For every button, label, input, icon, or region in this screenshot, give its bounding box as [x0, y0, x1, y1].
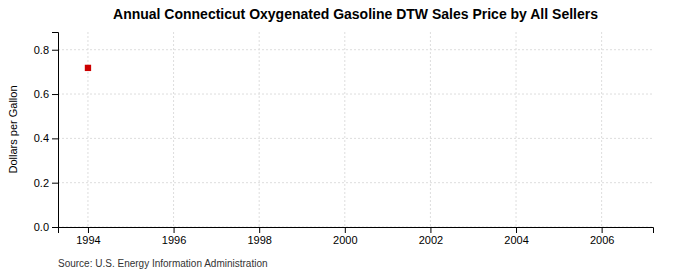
grid-line — [516, 32, 517, 227]
axis-line — [52, 33, 59, 228]
tick-label: 1994 — [76, 234, 100, 246]
grid — [58, 32, 653, 227]
tick: 1998 — [247, 227, 271, 246]
tick-label: 2004 — [504, 234, 528, 246]
tick: 0.8 — [34, 44, 58, 56]
marks — [85, 65, 91, 71]
tick: 1994 — [76, 227, 100, 246]
tick: 2004 — [504, 227, 528, 246]
y-axis: 0.0 0.2 0.4 0.6 0.8 — [34, 33, 59, 234]
tick: 0.4 — [34, 132, 58, 144]
x-axis: 1994 1996 1998 2000 2002 2004 2006 — [59, 227, 654, 246]
tick-label: 0.8 — [34, 44, 49, 56]
source: Source: U.S. Energy Information Administ… — [58, 258, 268, 269]
tick: 0.2 — [34, 177, 58, 189]
tick-mark — [52, 50, 58, 51]
tick-label: 1996 — [162, 234, 186, 246]
tick-mark — [88, 227, 89, 233]
tick-mark — [259, 227, 260, 233]
title: Annual Connecticut Oxygenated Gasoline D… — [113, 6, 598, 22]
tick-label: 1998 — [247, 234, 271, 246]
tick: 2000 — [333, 227, 357, 246]
tick-label: 0.2 — [34, 177, 49, 189]
grid-line — [58, 49, 653, 50]
tick-mark — [345, 227, 346, 233]
tick-label: 2002 — [419, 234, 443, 246]
tick: 1996 — [162, 227, 186, 246]
tick-mark — [52, 94, 58, 95]
grid-line — [173, 32, 174, 227]
tick-mark — [52, 183, 58, 184]
tick-label: 0.6 — [34, 88, 49, 100]
tick: 2002 — [419, 227, 443, 246]
plot-area: 1994 1996 1998 2000 2002 2004 2006 0.0 0.2 0.4 0.6… — [34, 32, 654, 246]
grid-line — [58, 182, 653, 183]
point — [85, 65, 91, 71]
tick: 2006 — [590, 227, 614, 246]
axis-line — [59, 228, 654, 234]
grid-line — [58, 138, 653, 139]
grid-line — [344, 32, 345, 227]
tick-label: 0.4 — [34, 132, 49, 144]
tick-label: 2006 — [590, 234, 614, 246]
chart: 1994 1996 1998 2000 2002 2004 2006 0.0 0.2 0.4 0.6… — [0, 0, 675, 275]
grid-line — [58, 94, 653, 95]
tick-mark — [430, 227, 431, 233]
tick-label: 0.0 — [34, 221, 49, 233]
tick-label: 2000 — [333, 234, 357, 246]
tick-mark — [174, 227, 175, 233]
grid-line — [601, 32, 602, 227]
tick-mark — [602, 227, 603, 233]
tick-mark — [52, 227, 58, 228]
grid-line — [259, 32, 260, 227]
y-axis-title: Dollars per Gallon — [7, 85, 19, 173]
tick-mark — [52, 138, 58, 139]
tick: 0.0 — [34, 221, 58, 233]
tick: 0.6 — [34, 88, 58, 100]
grid-line — [87, 32, 88, 227]
tick-mark — [516, 227, 517, 233]
grid-line — [430, 32, 431, 227]
